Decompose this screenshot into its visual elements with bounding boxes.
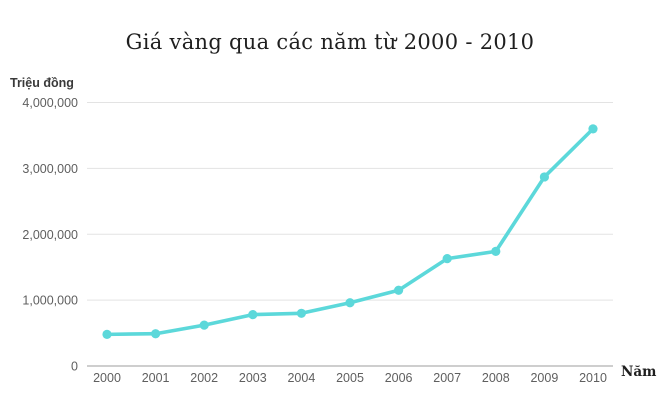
- x-tick-label: 2004: [287, 371, 315, 385]
- x-tick-label: 2003: [239, 371, 267, 385]
- y-tick-label: 4,000,000: [22, 96, 78, 110]
- x-axis-title: Năm: [621, 364, 657, 380]
- x-tick-label: 2009: [530, 371, 558, 385]
- y-axis-title: Triệu đồng: [10, 76, 74, 90]
- data-point: [394, 285, 404, 295]
- chart-title: Giá vàng qua các năm từ 2000 - 2010: [125, 30, 535, 54]
- x-tick-label: 2000: [93, 371, 121, 385]
- data-point: [102, 329, 112, 339]
- x-tick-label: 2002: [190, 371, 218, 385]
- x-tick-label: 2008: [482, 371, 510, 385]
- x-tick-label: 2006: [385, 371, 413, 385]
- x-tick-label: 2010: [579, 371, 607, 385]
- data-point: [296, 308, 306, 318]
- x-tick-label: 2001: [142, 371, 170, 385]
- data-point: [345, 298, 355, 308]
- x-tick-label: 2007: [433, 371, 461, 385]
- y-tick-label: 3,000,000: [22, 162, 78, 176]
- y-tick-label: 1,000,000: [22, 294, 78, 308]
- data-point: [491, 246, 501, 256]
- data-point: [248, 310, 258, 320]
- data-point: [151, 329, 161, 339]
- data-point: [539, 172, 550, 182]
- y-tick-label: 2,000,000: [22, 228, 78, 242]
- x-tick-label: 2005: [336, 371, 364, 385]
- y-tick-label: 0: [71, 360, 78, 374]
- data-point: [199, 320, 209, 330]
- data-point: [588, 124, 598, 134]
- data-point: [442, 254, 452, 264]
